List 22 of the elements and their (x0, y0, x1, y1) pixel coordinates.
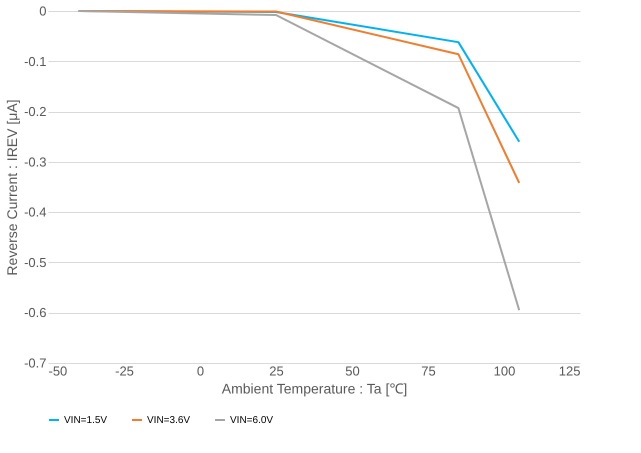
y-tick-label: -0.2 (24, 104, 46, 120)
x-tick-label: -25 (115, 364, 134, 378)
y-tick-label: -0.6 (24, 305, 46, 320)
x-tick-label: -50 (48, 364, 68, 378)
x-tick-label: 100 (494, 364, 516, 378)
y-tick-label: -0.5 (24, 254, 46, 270)
legend-label: VIN=6.0V (230, 415, 274, 426)
x-axis-title: Ambient Temperature : Ta [℃] (222, 380, 408, 396)
legend-label: VIN=1.5V (64, 415, 108, 426)
y-tick-label: 0 (39, 4, 46, 18)
line-series (77, 10, 520, 312)
y-axis-title: Reverse Current : IREV [μA] (4, 99, 20, 276)
x-tick-label: 50 (345, 364, 360, 378)
y-tick-label: -0.3 (24, 154, 46, 170)
x-tick-label: 0 (196, 364, 204, 378)
y-tick-label: -0.4 (24, 204, 46, 220)
x-tick-label: 25 (269, 364, 284, 378)
x-tick-label: 75 (421, 364, 436, 378)
y-tick-label: -0.7 (24, 356, 46, 370)
y-tick-label: -0.1 (24, 54, 46, 69)
x-tick-label: 125 (558, 364, 580, 378)
legend-label: VIN=3.6V (147, 415, 190, 426)
